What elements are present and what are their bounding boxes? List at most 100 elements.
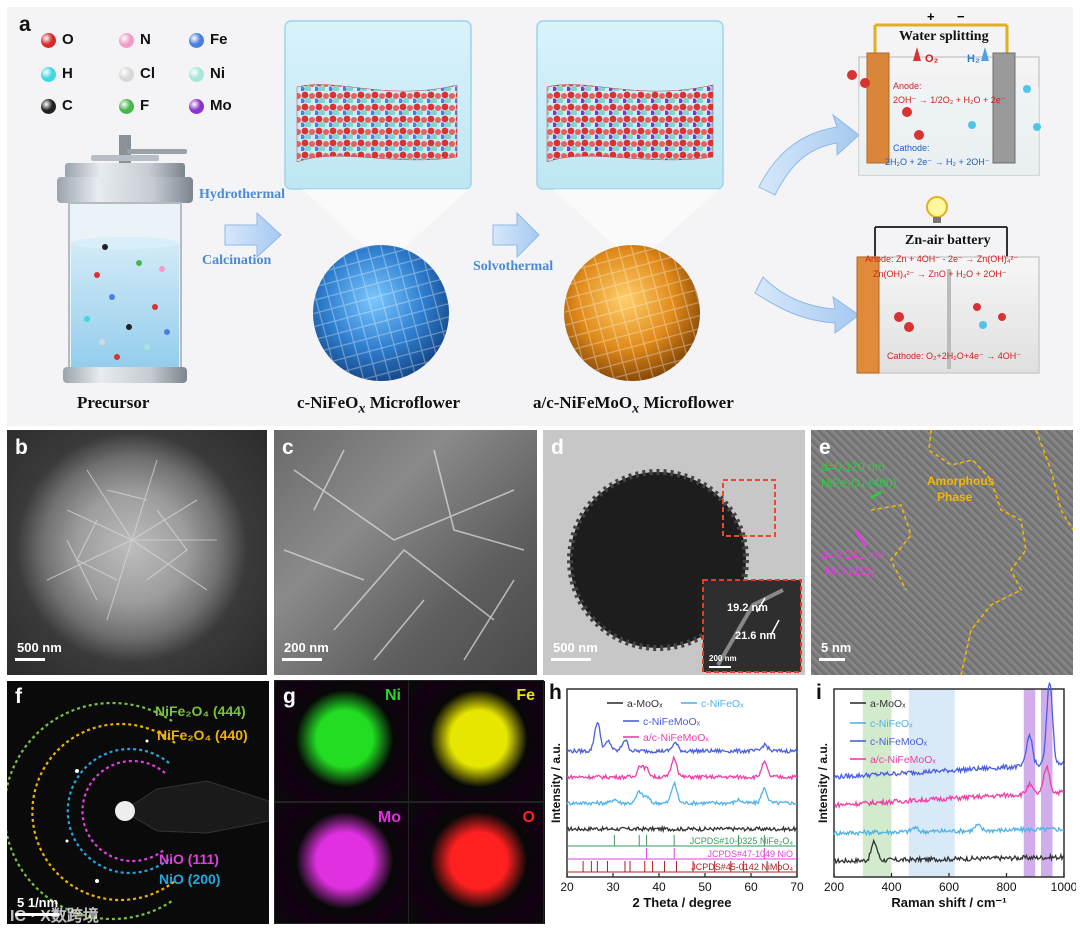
thickness-label-1: 19.2 nm xyxy=(727,602,768,614)
series-line xyxy=(833,681,1065,780)
hrtem-boundaries xyxy=(854,430,1073,675)
panel-b-scale-text: 500 nm xyxy=(17,640,62,655)
d-spacing-2: d=0.241 nm xyxy=(821,548,885,562)
panel-d-scale-text: 500 nm xyxy=(553,640,598,655)
o2-label: O₂ xyxy=(925,53,939,65)
legend-element-mo: Mo xyxy=(189,97,232,114)
water-cathode-label: Cathode: xyxy=(893,143,930,153)
panel-f-scale-text: 5 1/nm xyxy=(17,895,59,910)
panel-g-letter: g xyxy=(283,685,296,708)
plot-frame xyxy=(566,688,798,878)
arrow-to-zn-air xyxy=(754,276,860,334)
amorphous-label-1: Amorphous xyxy=(927,474,995,488)
zn-air-title: Zn-air battery xyxy=(905,233,991,248)
legend-entry: a-MoOₓ xyxy=(870,698,906,710)
panel-e-scale-bar xyxy=(819,658,845,661)
series-line xyxy=(566,780,798,807)
panel-b-letter: b xyxy=(15,436,28,459)
arrow-solvothermal xyxy=(492,211,540,259)
atom-sphere-icon xyxy=(119,98,134,114)
x-tick-label: 800 xyxy=(996,880,1016,894)
legend-element-h: H xyxy=(41,65,73,82)
panel-i-letter: i xyxy=(816,681,822,704)
water-anode-label: Anode: xyxy=(893,81,922,91)
eds-map-label: O xyxy=(522,809,535,826)
legend-element-label: C xyxy=(62,97,73,114)
legend-element-label: F xyxy=(140,97,150,114)
panel-d-inset-scale-bar xyxy=(709,666,731,668)
d-spacing-1: d=0.170 nm xyxy=(821,460,885,474)
legend-element-label: N xyxy=(140,31,151,48)
panel-h-letter: h xyxy=(549,681,562,704)
panel-f-scale-bar xyxy=(15,913,59,916)
watermark: IC · X数跨境 xyxy=(10,908,99,925)
x-axis-label: Raman shift / cm⁻¹ xyxy=(891,895,1006,910)
highlight-band xyxy=(908,689,955,877)
arrow2-label: Solvothermal xyxy=(473,259,554,274)
zn-air-battery-cell xyxy=(856,196,1040,374)
panel-d-letter: d xyxy=(551,436,564,459)
y-axis-label: Intensity / a.u. xyxy=(549,743,563,823)
panel-e-hrtem: e d=0.170 nm NiFe₂O₄ (400) Amorphous Pha… xyxy=(811,430,1073,675)
arrow-to-water-splitting xyxy=(758,113,860,196)
legend-element-ni: Ni xyxy=(189,65,225,82)
panel-c-sem: c 200 nm xyxy=(274,430,537,675)
c-nifeox-label-sub: x xyxy=(358,400,366,417)
plane-label-2: NiO (111) xyxy=(825,564,876,578)
sem-sheet-texture xyxy=(283,449,525,661)
panel-c-scale-text: 200 nm xyxy=(284,640,329,655)
eds-map-fe: Fe xyxy=(408,680,544,802)
panel-f-saed: f NiFe₂O₄ (444) NiFe₂O₄ (440) NiO (111) NiO… xyxy=(7,681,269,924)
saed-ring-label: NiO (111) xyxy=(159,851,219,867)
legend-entry: a/c-NiFeMoOₓ xyxy=(643,732,709,744)
water-splitting-cell xyxy=(847,23,1041,176)
panel-d-tem: d 19.2 nm 21.6 nm 200 nm 500 nm xyxy=(543,430,805,675)
water-anode-eq: 2OH⁻ → 1/2O₂ + H₂O + 2e⁻ xyxy=(893,95,1006,105)
zn-air-anode-eq2: Zn(OH)₄²⁻ → ZnO + H₂O + 2OH⁻ xyxy=(873,269,1007,279)
x-tick-label: 50 xyxy=(698,880,712,894)
atom-sphere-icon xyxy=(119,66,134,82)
eds-map-ni: Ni xyxy=(274,680,410,802)
sem-flower-texture xyxy=(46,459,217,621)
legend-element-label: O xyxy=(62,31,74,48)
ac-nifemoox-label: a/c-NiFeMoOx Microflower xyxy=(533,393,734,417)
x-tick-label: 40 xyxy=(652,880,666,894)
tem-particle xyxy=(567,469,802,673)
x-tick-label: 70 xyxy=(790,880,804,894)
x-tick-label: 1000 xyxy=(1051,880,1076,894)
thickness-label-2: 21.6 nm xyxy=(735,630,776,642)
x-tick-label: 400 xyxy=(881,880,901,894)
panel-d-inset-scale-text: 200 nm xyxy=(709,654,737,663)
legend-entry: a/c-NiFeMoOₓ xyxy=(870,754,936,766)
panel-a-letter: a xyxy=(19,13,31,36)
x-tick-label: 20 xyxy=(560,880,574,894)
panel-a-illustration xyxy=(57,20,1041,383)
saed-ring-label: NiFe₂O₄ (444) xyxy=(155,703,246,719)
eds-map-label: Mo xyxy=(377,809,401,826)
series-line xyxy=(833,765,1065,809)
water-plus-sign: + xyxy=(927,9,935,24)
panel-b-scale-bar xyxy=(15,658,45,661)
eds-map-mo: Mo xyxy=(274,802,410,924)
water-splitting-title: Water splitting xyxy=(899,29,989,44)
legend-element-n: N xyxy=(119,31,151,48)
series-line xyxy=(833,823,1065,837)
legend-element-label: Fe xyxy=(210,31,228,48)
legend-entry: c-NiFeOₓ xyxy=(701,698,744,710)
panel-c-scale-bar xyxy=(282,658,322,661)
water-cathode-eq: 2H₂O + 2e⁻ → H₂ + 2OH⁻ xyxy=(885,157,990,167)
xrd-chart: 20 30 40 50 60 70 2 Theta / degree Intensity / … xyxy=(549,688,804,910)
atom-sphere-icon xyxy=(41,32,56,48)
highlight-band xyxy=(1041,689,1053,877)
amorphous-label-2: Phase xyxy=(937,490,973,504)
legend-element-label: Ni xyxy=(210,65,225,82)
panel-i-raman: i 200 400 600 800 1000 Raman shift / cm⁻¹ Inte… xyxy=(814,681,1076,924)
atom-sphere-icon xyxy=(41,66,56,82)
c-nifeox-label-suffix: Microflower xyxy=(365,393,460,412)
panel-d-scale-bar xyxy=(551,658,591,661)
panel-c-letter: c xyxy=(282,436,294,459)
x-axis-label: 2 Theta / degree xyxy=(633,895,732,910)
panel-h-xrd: h 20 30 40 50 60 70 2 Theta / degree Intensity … xyxy=(549,681,811,924)
x-tick-label: 200 xyxy=(824,880,844,894)
saed-rings xyxy=(7,701,269,921)
